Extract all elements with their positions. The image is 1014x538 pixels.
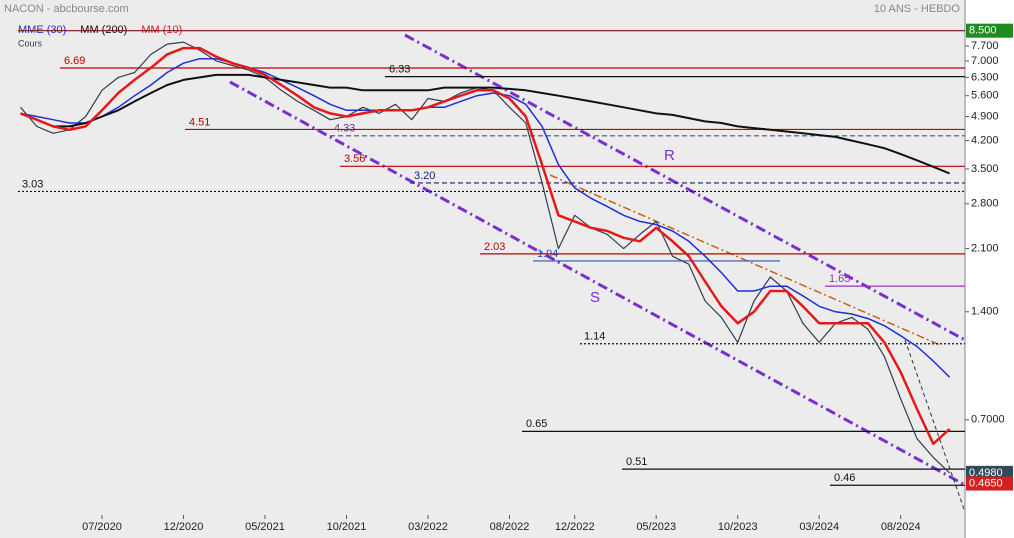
x-tick-label: 05/2023 xyxy=(636,521,676,533)
level-label: 4.33 xyxy=(334,123,355,135)
level-label: 3.20 xyxy=(414,170,435,182)
legend-entry: Cours xyxy=(18,38,43,48)
x-tick-label: 07/2020 xyxy=(82,521,122,533)
level-label: 3.56 xyxy=(344,153,365,165)
price-tag-label: 0.4980 xyxy=(969,467,1003,479)
resistance-channel xyxy=(404,33,966,342)
series-line xyxy=(53,73,950,175)
price-tag-label: 0.4650 xyxy=(969,477,1003,489)
legend-entry: MM (200) xyxy=(80,24,127,36)
level-label: 0.51 xyxy=(626,456,647,468)
x-tick-label: 10/2023 xyxy=(718,521,758,533)
chart-subtitle: 10 ANS - HEBDO xyxy=(874,3,961,15)
y-tick-label: 3.500 xyxy=(971,163,999,175)
x-tick-label: 12/2020 xyxy=(164,521,204,533)
trend-line xyxy=(904,339,966,513)
trend-line xyxy=(549,174,941,346)
y-tick-label: 6.300 xyxy=(971,71,999,83)
y-tick-label: 4.900 xyxy=(971,110,999,122)
x-tick-label: 03/2022 xyxy=(408,521,448,533)
series-line xyxy=(20,57,951,378)
annotation: S xyxy=(590,289,600,306)
series-line xyxy=(20,41,951,474)
y-tick-label: 2.100 xyxy=(971,242,999,254)
x-tick-label: 08/2022 xyxy=(490,521,530,533)
level-label: 0.65 xyxy=(526,418,547,430)
price-tag xyxy=(966,465,1013,480)
level-label: 1.14 xyxy=(584,331,605,343)
x-tick-label: 10/2021 xyxy=(327,521,367,533)
x-tick-label: 05/2021 xyxy=(245,521,285,533)
x-tick-label: 08/2024 xyxy=(881,521,921,533)
level-label: 6.69 xyxy=(64,55,85,67)
y-tick-label: 4.200 xyxy=(971,134,999,146)
series-line xyxy=(20,46,951,446)
y-tick-label: 7.000 xyxy=(971,55,999,67)
price-tag xyxy=(966,476,1013,491)
y-tick-label: 1.400 xyxy=(971,306,999,318)
y-tick-label: 0.7000 xyxy=(971,414,1005,426)
level-label: 2.03 xyxy=(484,241,505,253)
level-label: 1.94 xyxy=(537,248,558,260)
x-tick-label: 03/2024 xyxy=(799,521,839,533)
level-label: 6.33 xyxy=(389,64,410,76)
y-tick-label: 2.800 xyxy=(971,198,999,210)
chart-title: NACON - abcbourse.com xyxy=(4,3,129,15)
level-label: 0.46 xyxy=(834,472,855,484)
price-tag xyxy=(966,23,1013,38)
price-axis xyxy=(965,0,1014,538)
level-label: 1.65 xyxy=(829,273,850,285)
legend-entry: MM (10) xyxy=(141,24,182,36)
level-label: 3.03 xyxy=(22,178,43,190)
annotation: R xyxy=(664,147,675,164)
x-tick-label: 12/2022 xyxy=(555,521,595,533)
y-tick-label: 7.700 xyxy=(971,40,999,52)
legend-entry: MME (30) xyxy=(18,24,66,36)
price-tag-label: 8.500 xyxy=(969,25,997,37)
level-label: 4.51 xyxy=(189,116,210,128)
y-tick-label: 5.600 xyxy=(971,90,999,102)
